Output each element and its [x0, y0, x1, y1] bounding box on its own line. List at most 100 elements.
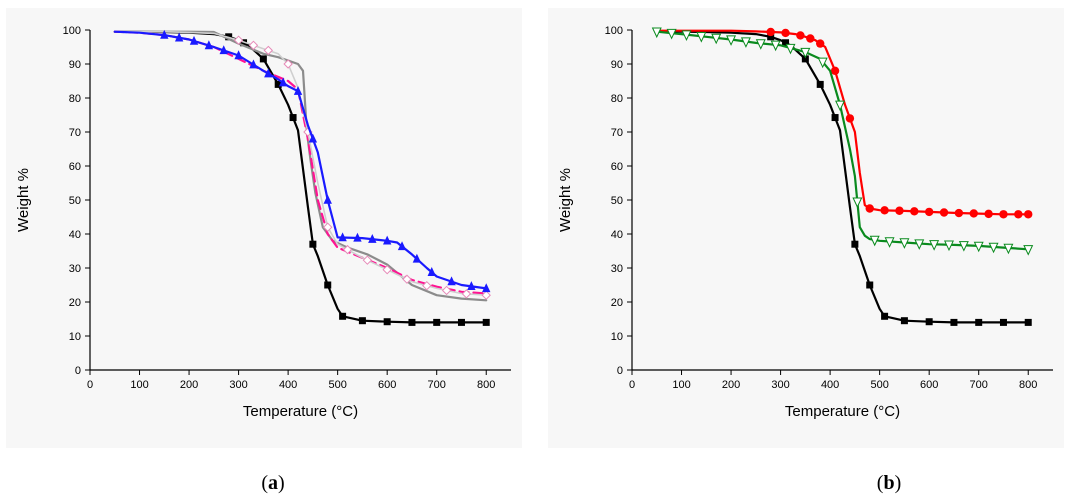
- chart-a-y-tick-label: 90: [69, 59, 81, 71]
- chart-b-series-1-point: [910, 207, 919, 216]
- chart-b-series-2-point: [681, 30, 692, 41]
- chart-a-y-tick-label: 80: [69, 93, 81, 105]
- chart-b-series-1-point: [954, 208, 964, 218]
- chart-b-y-tick-label: 20: [611, 297, 623, 309]
- chart-b-series-1-point: [845, 114, 855, 123]
- chart-b-y-tick-label: 0: [617, 365, 623, 377]
- chart-b-series-2-point: [852, 197, 863, 209]
- chart-b-series-0-point: [900, 317, 908, 325]
- chart-a-x-tick-label: 800: [477, 379, 495, 391]
- chart-a-series-4-point: [234, 50, 243, 60]
- chart-a-series-3-point: [233, 35, 244, 45]
- chart-b-series-1-point: [830, 66, 840, 75]
- chart-b-series-1-point: [796, 31, 805, 40]
- chart-b-x-tick-label: 600: [920, 379, 938, 391]
- chart-b-x-tick-label: 400: [821, 379, 839, 391]
- chart-b-y-tick-label: 60: [611, 161, 623, 173]
- chart-a-series-3-point: [422, 280, 432, 291]
- chart-a-series-4: [113, 29, 491, 293]
- chart-a-series-3-point: [248, 40, 259, 51]
- chart-b-series-0: [655, 30, 1032, 326]
- caption-a-letter: a: [268, 472, 278, 494]
- chart-a-series-0-point: [339, 312, 347, 320]
- chart-a-x-tick-label: 200: [180, 379, 198, 391]
- chart-b-y-tick-label: 50: [611, 195, 623, 207]
- chart-a-series-4-point: [189, 35, 199, 45]
- chart-a-series-4-point: [174, 32, 184, 42]
- chart-b-series-2-point: [914, 239, 925, 250]
- chart-a-x-tick-label: 100: [130, 379, 148, 391]
- chart-b-y-tick-label: 100: [605, 25, 623, 37]
- chart-a-series-4-point: [353, 232, 362, 242]
- chart-b-series-0-point: [999, 318, 1007, 326]
- chart-a-series-3-point: [461, 289, 472, 299]
- chart-b-series-2-point: [899, 238, 910, 249]
- chart-b-series-0-line: [655, 30, 1030, 324]
- chart-b-x-tick-label: 0: [629, 379, 635, 391]
- caption-b-letter: b: [883, 472, 895, 494]
- chart-a-series-4-point: [467, 281, 476, 291]
- chart-b-series-0-point: [851, 240, 859, 248]
- chart-a-series-2-line: [113, 30, 488, 295]
- chart-b-series-2-point: [785, 43, 796, 55]
- chart-a-y-tick-label: 70: [69, 127, 81, 139]
- chart-b-x-tick-label: 800: [1019, 379, 1037, 391]
- chart-b-series-1-point: [895, 206, 904, 215]
- chart-a-series-4-point: [368, 233, 377, 243]
- chart-b-y-tick-label: 70: [611, 127, 623, 139]
- caption-b-open: (: [876, 472, 884, 494]
- caption-a-open: (: [261, 472, 268, 494]
- chart-b-series-0-point: [782, 39, 790, 47]
- chart-a-y-tick-label: 20: [69, 297, 81, 309]
- chart-b-axes: 0 100 200 300 400 500 600 700 800 0 10 20 30 40 50 60 70…: [605, 25, 1053, 391]
- chart-a-series-4-point: [382, 235, 392, 245]
- chart-panel-b: 0 100 200 300 400 500 600 700 800 0 10 20 30 40 50 60 70…: [548, 8, 1064, 448]
- chart-b-series-1-point: [939, 208, 949, 217]
- chart-b-series-1-point: [969, 209, 978, 218]
- chart-a-series-0-line: [113, 30, 488, 324]
- chart-a-series-4-point: [397, 241, 407, 251]
- chart-a-series-3-line: [114, 30, 488, 297]
- chart-a-x-tick-label: 400: [279, 379, 297, 391]
- chart-b-series-1-point: [806, 34, 815, 43]
- chart-b-series-0-point: [767, 33, 775, 41]
- chart-a-series-4-point: [204, 40, 214, 50]
- chart-b-series-2-point: [1003, 243, 1014, 255]
- chart-a-series-4-point: [323, 194, 332, 204]
- chart-b-y-tick-label: 90: [611, 59, 623, 71]
- chart-a-series-1: [113, 30, 488, 302]
- chart-b-series-0-point: [831, 114, 839, 122]
- chart-b-series-1-point: [766, 27, 775, 37]
- chart-a-series-4-point: [308, 133, 318, 143]
- chart-b-series-2-point: [800, 47, 811, 59]
- chart-b-series-0-point: [975, 318, 983, 326]
- chart-b-series-0-point: [881, 312, 889, 320]
- caption-a-close: ): [278, 472, 285, 494]
- chart-a-series-4-point: [160, 29, 169, 39]
- chart-a-series-0-point: [240, 39, 248, 47]
- chart-b-series-1-point: [1024, 210, 1033, 219]
- chart-a-y-tick-label: 30: [69, 263, 81, 275]
- chart-a-y-tick-label: 40: [69, 229, 81, 241]
- chart-a-series-0-point: [309, 240, 317, 248]
- chart-b-series-2-point: [958, 241, 969, 252]
- chart-b-series-2: [651, 27, 1034, 256]
- chart-b-series-2-point: [740, 37, 751, 48]
- chart-a-series-4-point: [427, 267, 436, 276]
- chart-a-series-0-point: [324, 281, 332, 289]
- chart-a-y-tick-label: 100: [63, 25, 81, 37]
- chart-b-series-2-point: [666, 28, 677, 40]
- chart-b-svg: 0 100 200 300 400 500 600 700 800 0 10 20 30 40 50 60 70…: [557, 25, 1053, 420]
- chart-a-series-0-point: [358, 317, 366, 325]
- chart-a-series-0-point: [274, 80, 282, 88]
- chart-a-axes: 0 100 200 300 400 500 600 700 800 0 10 20 30 40 50 60 70…: [63, 25, 511, 391]
- chart-b-series-0-point: [925, 318, 933, 326]
- chart-b-series-1-point: [781, 28, 790, 38]
- chart-b-series-2-point: [711, 33, 722, 45]
- chart-panel-a: 0 100 200 300 400 500 600 700 800 0 10 20 30 40 50 60 70…: [6, 8, 522, 448]
- chart-a-series-0-point: [482, 318, 490, 326]
- chart-b-series-2-point: [1023, 245, 1034, 256]
- chart-b-series-0-point: [950, 318, 958, 326]
- chart-a-y-tick-label: 0: [75, 365, 81, 377]
- chart-b-series-1-point: [880, 206, 889, 215]
